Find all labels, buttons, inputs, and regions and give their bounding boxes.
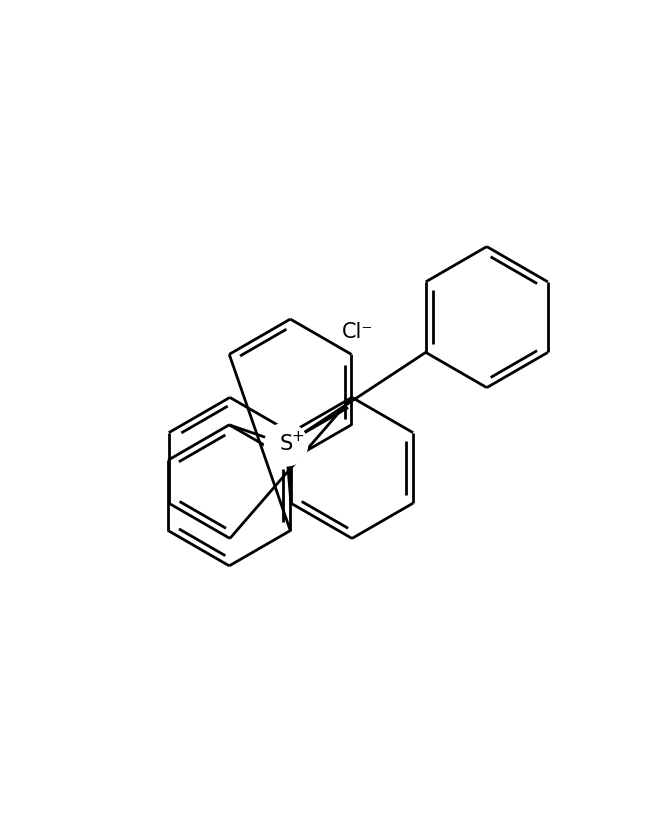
Text: S: S bbox=[279, 435, 293, 455]
Text: Cl⁻: Cl⁻ bbox=[342, 322, 373, 342]
Text: +: + bbox=[291, 429, 304, 444]
Circle shape bbox=[265, 423, 308, 466]
